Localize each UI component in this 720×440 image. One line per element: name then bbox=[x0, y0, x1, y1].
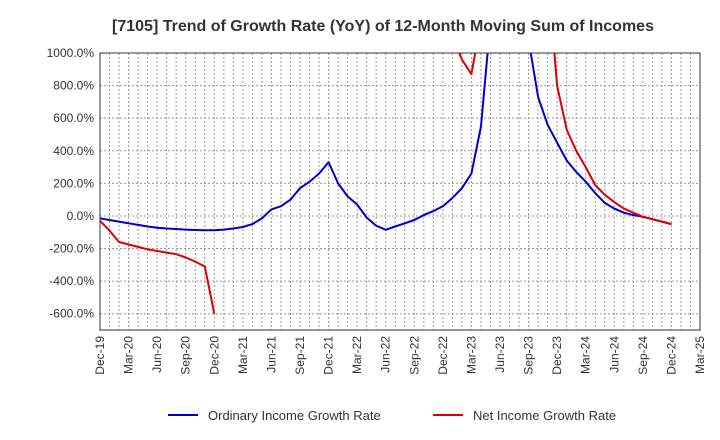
x-tick-label: Sep-21 bbox=[293, 336, 307, 375]
x-tick-label: Mar-22 bbox=[350, 336, 364, 374]
legend: Ordinary Income Growth Rate Net Income Gr… bbox=[168, 408, 616, 423]
y-axis-ticks: 1000.0% 800.0% 600.0% 400.0% 200.0% 0.0% -200.… bbox=[47, 46, 95, 321]
series-line-2 bbox=[458, 53, 477, 76]
x-tick-label: Sep-24 bbox=[636, 336, 650, 375]
x-tick-label: Jun-22 bbox=[379, 336, 393, 373]
legend-label-1: Ordinary Income Growth Rate bbox=[208, 408, 381, 423]
y-tick-label: 200.0% bbox=[53, 176, 94, 190]
y-tick-label: 800.0% bbox=[53, 79, 94, 93]
x-tick-label: Sep-23 bbox=[522, 336, 536, 375]
series-group bbox=[100, 53, 672, 314]
x-tick-label: Dec-23 bbox=[550, 336, 564, 375]
chart-title: [7105] Trend of Growth Rate (YoY) of 12-… bbox=[112, 18, 654, 35]
x-tick-label: Dec-21 bbox=[322, 336, 336, 375]
y-tick-label: -400.0% bbox=[49, 274, 94, 288]
x-tick-label: Mar-25 bbox=[693, 336, 707, 374]
x-tick-label: Dec-22 bbox=[436, 336, 450, 375]
x-tick-label: Dec-20 bbox=[207, 336, 221, 375]
y-tick-label: -600.0% bbox=[49, 307, 94, 321]
y-tick-label: 0.0% bbox=[67, 209, 95, 223]
y-tick-label: 1000.0% bbox=[47, 46, 95, 60]
x-tick-label: Mar-23 bbox=[464, 336, 478, 374]
x-tick-label: Jun-24 bbox=[607, 336, 621, 373]
x-tick-label: Mar-21 bbox=[236, 336, 250, 374]
y-tick-label: 600.0% bbox=[53, 111, 94, 125]
x-tick-label: Sep-20 bbox=[179, 336, 193, 375]
series-line-2 bbox=[553, 53, 672, 226]
series-line-1 bbox=[100, 53, 672, 232]
x-tick-label: Mar-20 bbox=[122, 336, 136, 374]
plot-background bbox=[100, 53, 700, 330]
x-tick-label: Sep-22 bbox=[407, 336, 421, 375]
legend-label-2: Net Income Growth Rate bbox=[473, 408, 616, 423]
series-line-2 bbox=[100, 220, 216, 314]
y-tick-label: -200.0% bbox=[49, 242, 94, 256]
y-tick-label: 400.0% bbox=[53, 144, 94, 158]
x-tick-label: Jun-21 bbox=[264, 336, 278, 373]
x-tick-label: Jun-20 bbox=[150, 336, 164, 373]
series-lines bbox=[100, 53, 672, 314]
plot-frame bbox=[99, 52, 701, 331]
x-tick-label: Mar-24 bbox=[579, 336, 593, 374]
x-tick-label: Dec-19 bbox=[93, 336, 107, 375]
x-tick-label: Dec-24 bbox=[664, 336, 678, 375]
x-axis-ticks: Dec-19 Mar-20 Jun-20 Sep-20 Dec-20 Mar-21 Jun-… bbox=[93, 336, 707, 375]
grid-lines bbox=[99, 52, 701, 330]
x-tick-label: Jun-23 bbox=[493, 336, 507, 373]
